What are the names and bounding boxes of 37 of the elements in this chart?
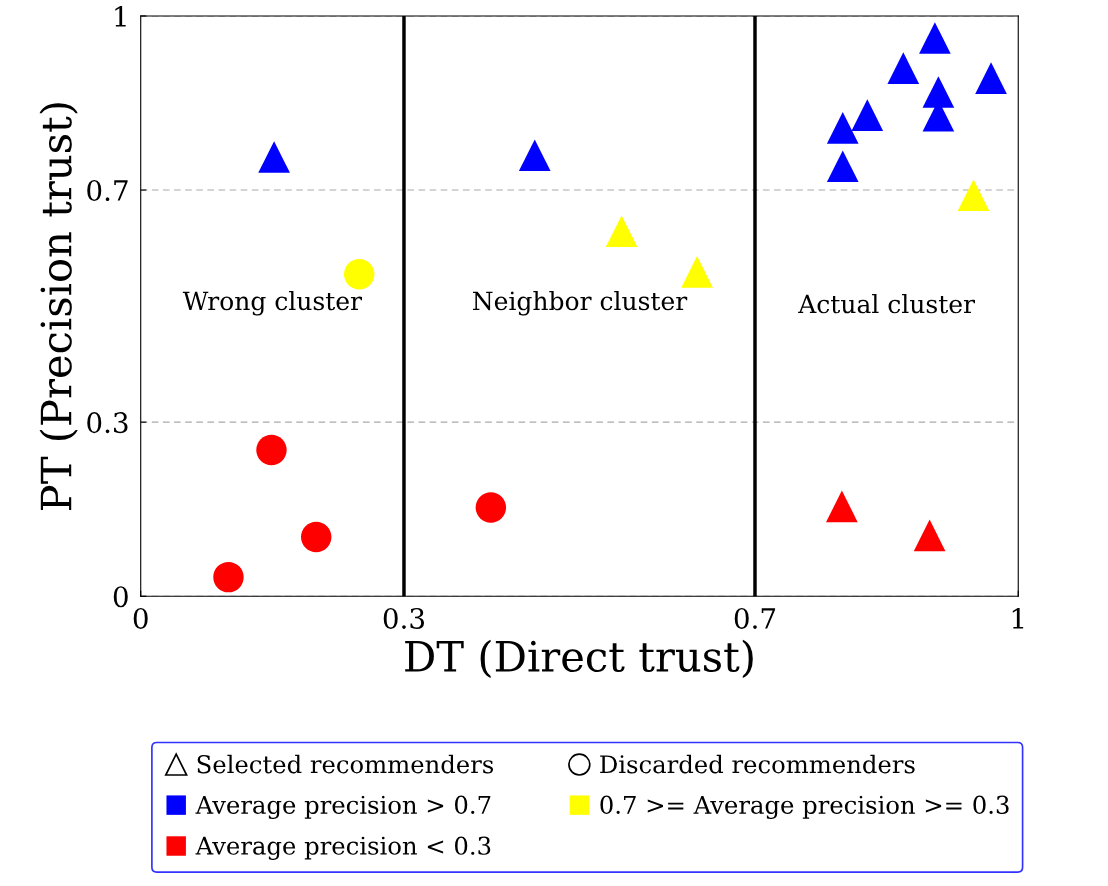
x-tick-label: 0.7 [734,607,776,629]
point [887,52,920,85]
point [301,521,332,553]
point [919,22,951,54]
point [258,141,290,173]
text: Selected recommenders [197,754,494,774]
point [518,139,551,172]
x-tick-label: 1 [1012,607,1024,629]
point [913,519,946,552]
point [475,492,507,523]
point [605,215,638,248]
y-tick-label: 1 [115,5,126,27]
point [826,490,858,523]
x-axis-title: DT (Direct trust) [405,639,753,678]
text: Discarded recommenders [600,754,915,774]
point [826,150,859,183]
x-tick-label: 0.3 [383,607,424,629]
annotation: Neighbor cluster [472,290,688,316]
point [256,434,287,466]
annotation: Actual cluster [798,294,976,314]
y-tick-label: 0.3 [87,412,128,434]
legend-label: Average precision < 0.3 [195,836,491,860]
legend-label: 0.7 >= Average precision >= 0.3 [600,795,1009,820]
annotation: Wrong cluster [182,290,363,316]
legend-label: Average precision > 0.7 [195,795,491,820]
point [213,561,244,593]
point [826,112,859,144]
point [681,256,713,288]
y-axis-title: PT (Precision trust) [39,103,78,510]
y-tick-label: 0 [113,586,128,608]
point [957,179,990,212]
point [975,62,1007,94]
point [922,76,955,108]
y-tick-label: 0.7 [87,179,128,201]
x-tick-label: 0 [133,607,148,629]
point [344,258,375,290]
point [851,99,884,132]
